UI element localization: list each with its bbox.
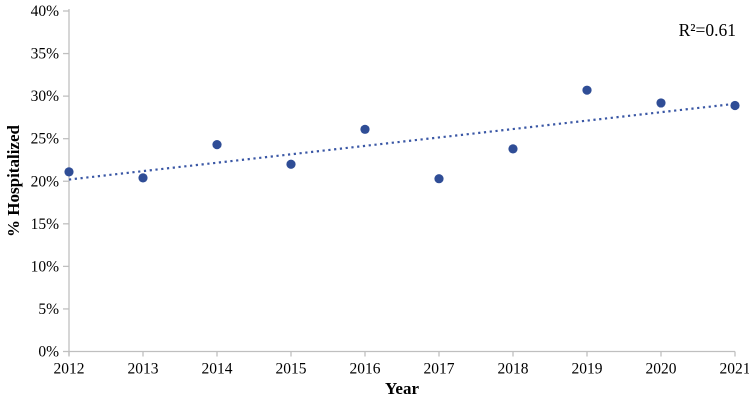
y-tick-label: 5% bbox=[38, 301, 59, 318]
data-point-2021 bbox=[730, 100, 740, 111]
x-tick-label: 2016 bbox=[350, 361, 381, 378]
y-tick-label: 20% bbox=[31, 173, 60, 190]
trendline bbox=[68, 102, 736, 181]
data-point-2020 bbox=[656, 98, 666, 108]
x-tick-label: 2012 bbox=[54, 361, 85, 378]
y-axis-title: % Hospitalized bbox=[4, 125, 23, 237]
x-tick-label: 2015 bbox=[276, 361, 307, 378]
y-tick-label: 40% bbox=[31, 3, 60, 20]
x-tick-label: 2014 bbox=[202, 361, 233, 378]
data-point-2015 bbox=[286, 159, 296, 169]
data-point-2019 bbox=[582, 85, 592, 95]
r-squared-annotation: R²=0.61 bbox=[678, 20, 736, 40]
x-tick-label: 2020 bbox=[646, 361, 677, 378]
data-point-2018 bbox=[508, 144, 518, 154]
data-point-2017 bbox=[434, 174, 444, 184]
y-tick-label: 10% bbox=[31, 258, 60, 275]
x-tick-label: 2013 bbox=[128, 361, 159, 378]
y-tick-label: 15% bbox=[31, 216, 60, 233]
y-tick-label: 25% bbox=[31, 131, 60, 148]
data-point-2016 bbox=[360, 124, 370, 134]
x-tick-label: 2019 bbox=[572, 361, 603, 378]
y-tick-label: 30% bbox=[31, 88, 60, 105]
y-tick-label: 0% bbox=[38, 344, 59, 361]
y-tick-label: 35% bbox=[31, 46, 60, 63]
x-tick-label: 2018 bbox=[498, 361, 529, 378]
x-tick-label: 2017 bbox=[424, 361, 455, 378]
data-point-2014 bbox=[212, 140, 222, 150]
x-tick-label: 2021 bbox=[720, 361, 749, 378]
x-axis-title: Year bbox=[385, 379, 419, 398]
data-point-2012 bbox=[64, 167, 74, 177]
data-point-2013 bbox=[138, 173, 148, 183]
